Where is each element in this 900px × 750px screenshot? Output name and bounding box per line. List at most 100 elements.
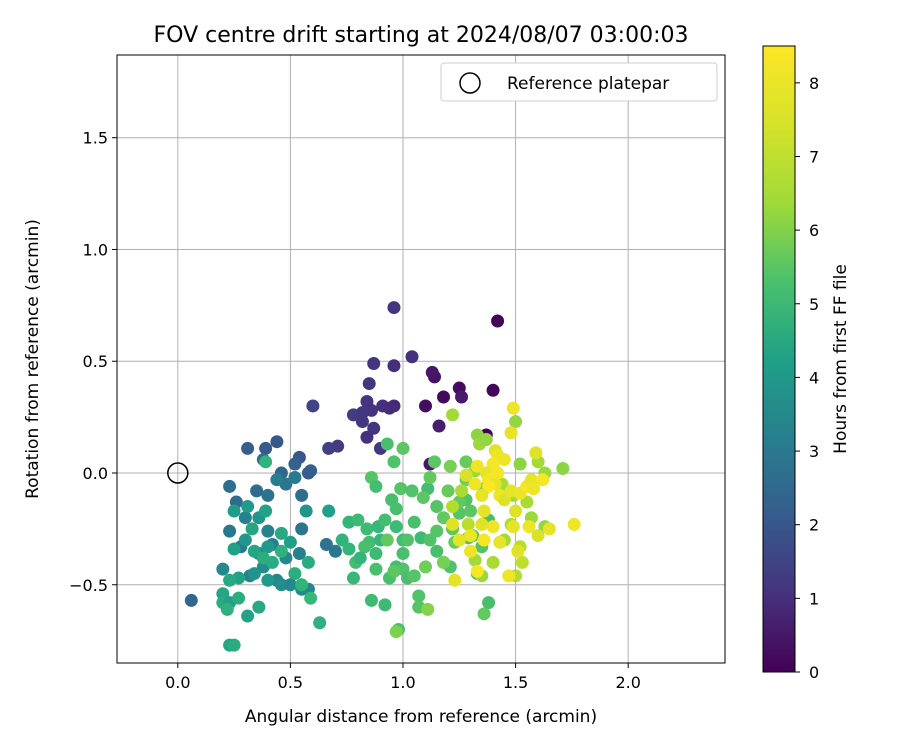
colorbar-tick-label: 7 <box>809 147 819 166</box>
data-point <box>455 390 469 404</box>
data-point <box>261 488 275 502</box>
data-point <box>351 513 365 527</box>
colorbar-gradient <box>762 45 796 673</box>
data-point <box>464 544 478 558</box>
data-point <box>486 383 500 397</box>
data-point <box>556 462 570 476</box>
data-point <box>261 524 275 538</box>
data-point <box>482 479 496 493</box>
data-point <box>437 511 451 525</box>
data-point <box>459 468 473 482</box>
data-point <box>407 569 421 583</box>
data-point <box>529 446 543 460</box>
data-point <box>261 540 275 554</box>
data-point <box>380 533 394 547</box>
data-point <box>223 524 237 538</box>
data-point <box>241 441 255 455</box>
data-point <box>270 473 284 487</box>
data-point <box>432 419 446 433</box>
data-point <box>477 533 491 547</box>
data-point <box>223 573 237 587</box>
data-point <box>441 484 455 498</box>
data-point <box>369 562 383 576</box>
data-point <box>482 596 496 610</box>
data-point <box>270 435 284 449</box>
data-point <box>360 430 374 444</box>
plot-frame <box>116 54 726 664</box>
data-point <box>405 350 419 364</box>
data-point <box>416 491 430 505</box>
data-point <box>419 560 433 574</box>
x-tick-label: 2.0 <box>615 673 640 692</box>
data-point <box>468 477 482 491</box>
data-point <box>387 301 401 315</box>
data-point <box>261 573 275 587</box>
data-point <box>274 526 288 540</box>
data-point <box>220 602 234 616</box>
colorbar-ticks: 0 1 2 3 4 5 6 7 8 <box>795 74 819 682</box>
data-point <box>322 441 336 455</box>
data-point <box>245 522 259 536</box>
data-point <box>250 484 264 498</box>
data-point <box>369 479 383 493</box>
legend-entry-reference-platepar: Reference platepar <box>507 74 669 94</box>
data-point <box>328 544 342 558</box>
data-point <box>419 399 433 413</box>
data-point <box>531 529 545 543</box>
data-point <box>346 571 360 585</box>
data-point <box>461 517 475 531</box>
data-point <box>491 466 505 480</box>
data-point <box>464 504 478 518</box>
data-point <box>342 542 356 556</box>
data-point <box>477 607 491 621</box>
data-point <box>378 598 392 612</box>
data-point <box>387 359 401 373</box>
data-point <box>313 616 327 630</box>
colorbar-tick-label: 1 <box>809 589 819 608</box>
data-point <box>477 504 491 518</box>
data-point <box>367 421 381 435</box>
colorbar: 0 1 2 3 4 5 6 7 8 Hours from first FF file <box>762 45 851 682</box>
colorbar-tick-label: 8 <box>809 74 819 93</box>
colorbar-tick-label: 3 <box>809 442 819 461</box>
data-point <box>470 459 484 473</box>
data-point <box>421 602 435 616</box>
data-point <box>497 453 511 467</box>
data-point <box>527 482 541 496</box>
data-point <box>259 455 273 469</box>
data-point <box>295 578 309 592</box>
data-point <box>216 587 230 601</box>
x-tick-label: 0.5 <box>278 673 303 692</box>
colorbar-tick-label: 5 <box>809 295 819 314</box>
data-point <box>396 441 410 455</box>
data-point <box>446 408 460 422</box>
data-point <box>184 593 198 607</box>
data-point <box>506 401 520 415</box>
data-point <box>283 578 297 592</box>
data-point <box>353 551 367 565</box>
y-tick-label: 0.5 <box>83 352 108 371</box>
data-point <box>506 520 520 534</box>
y-tick-label: 0.0 <box>83 464 108 483</box>
data-point <box>511 544 525 558</box>
legend-marker <box>459 72 481 94</box>
data-point <box>306 399 320 413</box>
colorbar-tick-label: 4 <box>809 368 819 387</box>
x-tick-label: 0.0 <box>165 673 190 692</box>
data-points <box>184 301 581 652</box>
colorbar-label: Hours from first FF file <box>831 264 851 454</box>
data-point <box>479 432 493 446</box>
data-point <box>502 569 516 583</box>
data-point <box>241 609 255 623</box>
data-point <box>542 522 556 536</box>
data-point <box>493 535 507 549</box>
data-point <box>283 535 297 549</box>
y-tick-label: −0.5 <box>69 576 108 595</box>
data-point <box>437 390 451 404</box>
data-point <box>295 522 309 536</box>
data-point <box>387 455 401 469</box>
data-point <box>288 457 302 471</box>
data-point <box>513 457 527 471</box>
data-point <box>470 564 484 578</box>
data-point <box>355 415 369 429</box>
